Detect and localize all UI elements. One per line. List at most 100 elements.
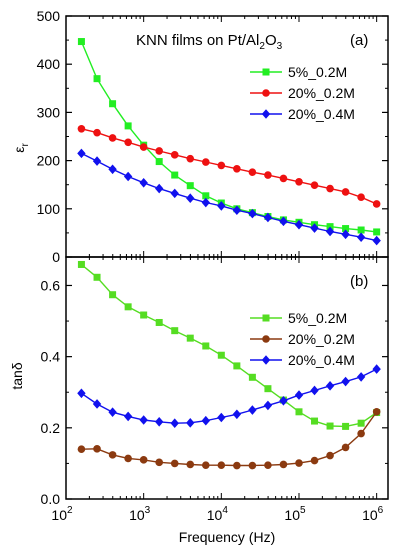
data-point bbox=[264, 385, 272, 393]
data-point bbox=[155, 147, 163, 155]
data-point bbox=[310, 223, 319, 233]
data-point bbox=[108, 164, 117, 175]
data-point bbox=[232, 409, 242, 420]
data-point bbox=[357, 226, 365, 234]
data-point bbox=[263, 400, 273, 411]
data-point bbox=[279, 395, 288, 406]
panel-a-label: (a) bbox=[350, 32, 368, 49]
data-point bbox=[326, 223, 334, 231]
chart-title: KNN films on Pt/Al2O3 bbox=[136, 32, 283, 52]
data-point bbox=[139, 177, 148, 188]
legend-label: 20%_0.4M bbox=[288, 352, 355, 368]
legend-label: 5%_0.2M bbox=[288, 64, 347, 80]
data-point bbox=[357, 419, 365, 427]
data-point bbox=[202, 342, 210, 350]
data-point bbox=[202, 192, 210, 200]
panel-b-frame bbox=[65, 256, 389, 500]
legend-label: 20%_0.2M bbox=[288, 85, 355, 101]
panel-b: 0.0 0.2 0.4 0.6 tanδ (b) 5%_0.2M 20%_0.2M 20%… bbox=[9, 256, 389, 507]
data-point bbox=[93, 75, 101, 83]
y-tick-label: 500 bbox=[37, 8, 61, 24]
y-tick-label: 0 bbox=[52, 249, 60, 265]
panel-a: 0 100 200 300 400 500 εr KNN films on Pt/Al2O… bbox=[11, 8, 389, 265]
data-point bbox=[93, 273, 101, 281]
data-point bbox=[311, 417, 319, 425]
data-point bbox=[341, 229, 350, 240]
chart-title-sub1: 2 bbox=[259, 41, 265, 52]
data-point bbox=[108, 451, 117, 459]
data-point bbox=[357, 429, 365, 438]
panel-a-ylabel-sub: r bbox=[20, 143, 31, 147]
data-point bbox=[373, 228, 381, 236]
data-point bbox=[341, 188, 350, 196]
data-point bbox=[170, 188, 179, 199]
data-point bbox=[186, 460, 195, 469]
data-point bbox=[356, 232, 366, 243]
data-point bbox=[217, 351, 225, 359]
data-point bbox=[186, 182, 194, 190]
data-point bbox=[124, 454, 132, 463]
data-point bbox=[123, 171, 133, 182]
chart-title-sub2: 3 bbox=[277, 41, 283, 52]
data-point bbox=[77, 124, 86, 133]
y-tick-label: 300 bbox=[37, 104, 61, 120]
data-point bbox=[357, 193, 365, 202]
data-point bbox=[77, 148, 86, 159]
data-point bbox=[295, 408, 303, 416]
data-point bbox=[201, 197, 210, 208]
data-point bbox=[248, 208, 257, 219]
data-point bbox=[294, 219, 304, 230]
data-point bbox=[341, 443, 350, 452]
data-point bbox=[372, 200, 381, 208]
data-point bbox=[248, 168, 257, 176]
panel-a-ylabel-main: ε bbox=[11, 147, 27, 153]
data-point bbox=[310, 181, 319, 189]
data-point bbox=[248, 373, 256, 381]
panel-b-series bbox=[77, 260, 381, 470]
data-point bbox=[170, 151, 179, 159]
y-tick-label: 0.2 bbox=[41, 420, 61, 436]
data-point bbox=[124, 138, 132, 147]
panel-a-y-axis: 0 100 200 300 400 500 bbox=[37, 8, 388, 265]
data-point bbox=[325, 226, 335, 237]
data-point bbox=[108, 407, 117, 417]
data-point bbox=[372, 364, 381, 374]
data-point bbox=[372, 408, 381, 416]
data-point bbox=[326, 451, 334, 460]
data-point bbox=[93, 445, 101, 453]
data-point bbox=[279, 460, 288, 469]
data-point bbox=[217, 461, 226, 469]
legend-label: 20%_0.2M bbox=[288, 331, 355, 347]
y-tick-label: 400 bbox=[37, 56, 61, 72]
data-point bbox=[77, 38, 85, 46]
data-point bbox=[310, 456, 319, 465]
chart-title-main: KNN films on Pt/Al bbox=[136, 32, 259, 49]
data-point bbox=[342, 422, 350, 430]
data-point bbox=[326, 184, 334, 193]
data-point bbox=[77, 260, 85, 268]
x-tick-label: 102 bbox=[51, 505, 73, 523]
data-point bbox=[201, 461, 210, 469]
data-point bbox=[123, 411, 133, 422]
data-point bbox=[325, 381, 335, 391]
data-point bbox=[186, 193, 195, 203]
data-point bbox=[279, 174, 288, 183]
data-point bbox=[155, 458, 163, 467]
data-point bbox=[233, 461, 241, 470]
data-point bbox=[155, 158, 163, 166]
data-point bbox=[233, 362, 241, 370]
data-point bbox=[124, 122, 132, 130]
data-point bbox=[264, 461, 272, 469]
data-point bbox=[295, 459, 303, 467]
data-point bbox=[233, 164, 241, 173]
x-axis: 102 103 104 105 106 bbox=[51, 505, 383, 523]
data-point bbox=[109, 100, 117, 108]
data-point bbox=[264, 171, 272, 179]
data-point bbox=[294, 390, 304, 400]
legend-marker bbox=[262, 68, 270, 76]
data-point bbox=[201, 158, 210, 166]
data-point bbox=[140, 311, 148, 319]
data-point bbox=[372, 235, 381, 246]
legend-marker bbox=[262, 335, 270, 343]
panel-b-label: (b) bbox=[350, 273, 368, 290]
